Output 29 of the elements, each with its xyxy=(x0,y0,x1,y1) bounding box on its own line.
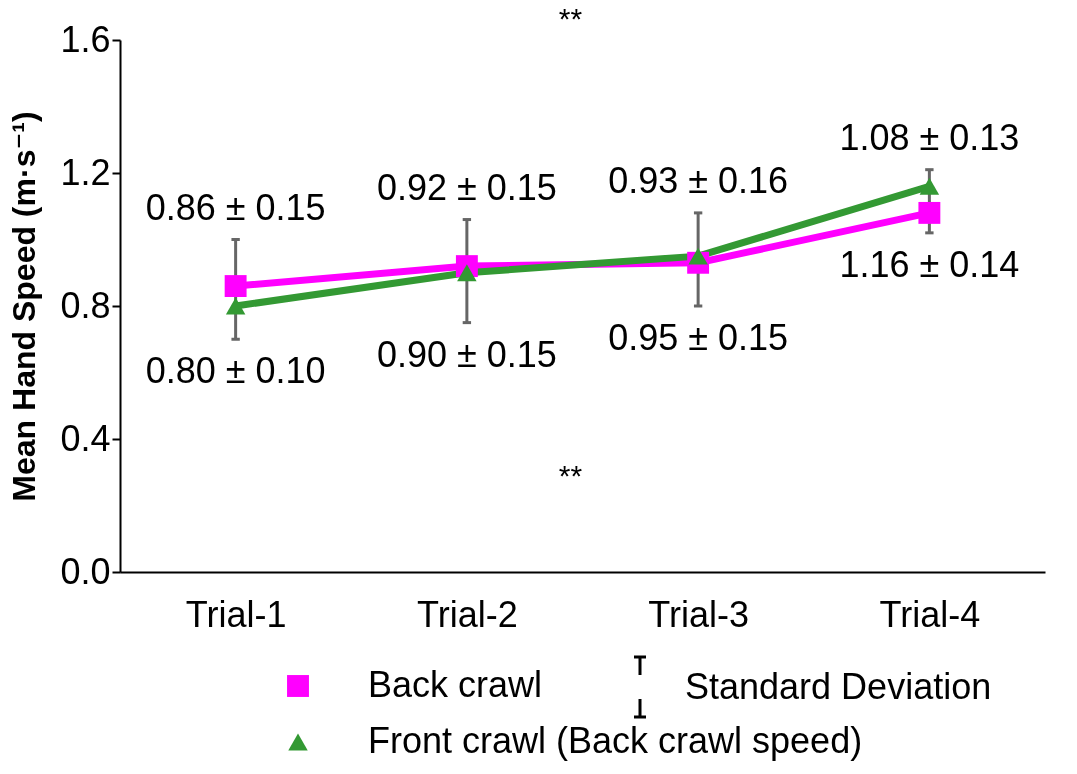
point xyxy=(225,297,246,315)
data-label: 1.08 ± 0.13 xyxy=(839,116,1020,158)
x-tick-label: Trial-1 xyxy=(185,593,287,635)
x-tick-label: Trial-2 xyxy=(417,593,518,635)
point xyxy=(688,247,708,265)
text: ** xyxy=(558,2,583,35)
y-tick-label: 1.6 xyxy=(60,18,111,60)
data-label: 0.80 ± 0.10 xyxy=(145,350,326,392)
x-tick-label: Trial-3 xyxy=(648,593,749,635)
y-tick-label: 0.4 xyxy=(60,417,111,459)
legend-label: Front crawl (Back crawl speed) xyxy=(368,720,863,761)
text: Standard Deviation xyxy=(685,666,992,707)
point xyxy=(918,201,941,224)
y-axis-title: Mean Hand Speed (m·s⁻¹) xyxy=(6,111,43,502)
data-label: 0.90 ± 0.15 xyxy=(376,333,557,375)
data-label: 0.93 ± 0.16 xyxy=(608,159,789,201)
data-label: 0.92 ± 0.15 xyxy=(376,166,557,208)
point xyxy=(224,275,247,298)
annotation: ** xyxy=(558,459,583,492)
data-label: 0.86 ± 0.15 xyxy=(145,186,326,228)
x-tick-label: Trial-4 xyxy=(879,593,981,635)
data-label: 1.16 ± 0.14 xyxy=(839,243,1020,285)
point xyxy=(457,264,477,282)
y-tick-label: 1.2 xyxy=(60,151,111,193)
point xyxy=(919,177,940,195)
data-label: 0.95 ± 0.15 xyxy=(608,317,789,358)
y-tick-label: 0.0 xyxy=(60,550,111,592)
y-tick-label: 0.8 xyxy=(60,284,111,326)
legend-label: Back crawl xyxy=(368,664,543,705)
